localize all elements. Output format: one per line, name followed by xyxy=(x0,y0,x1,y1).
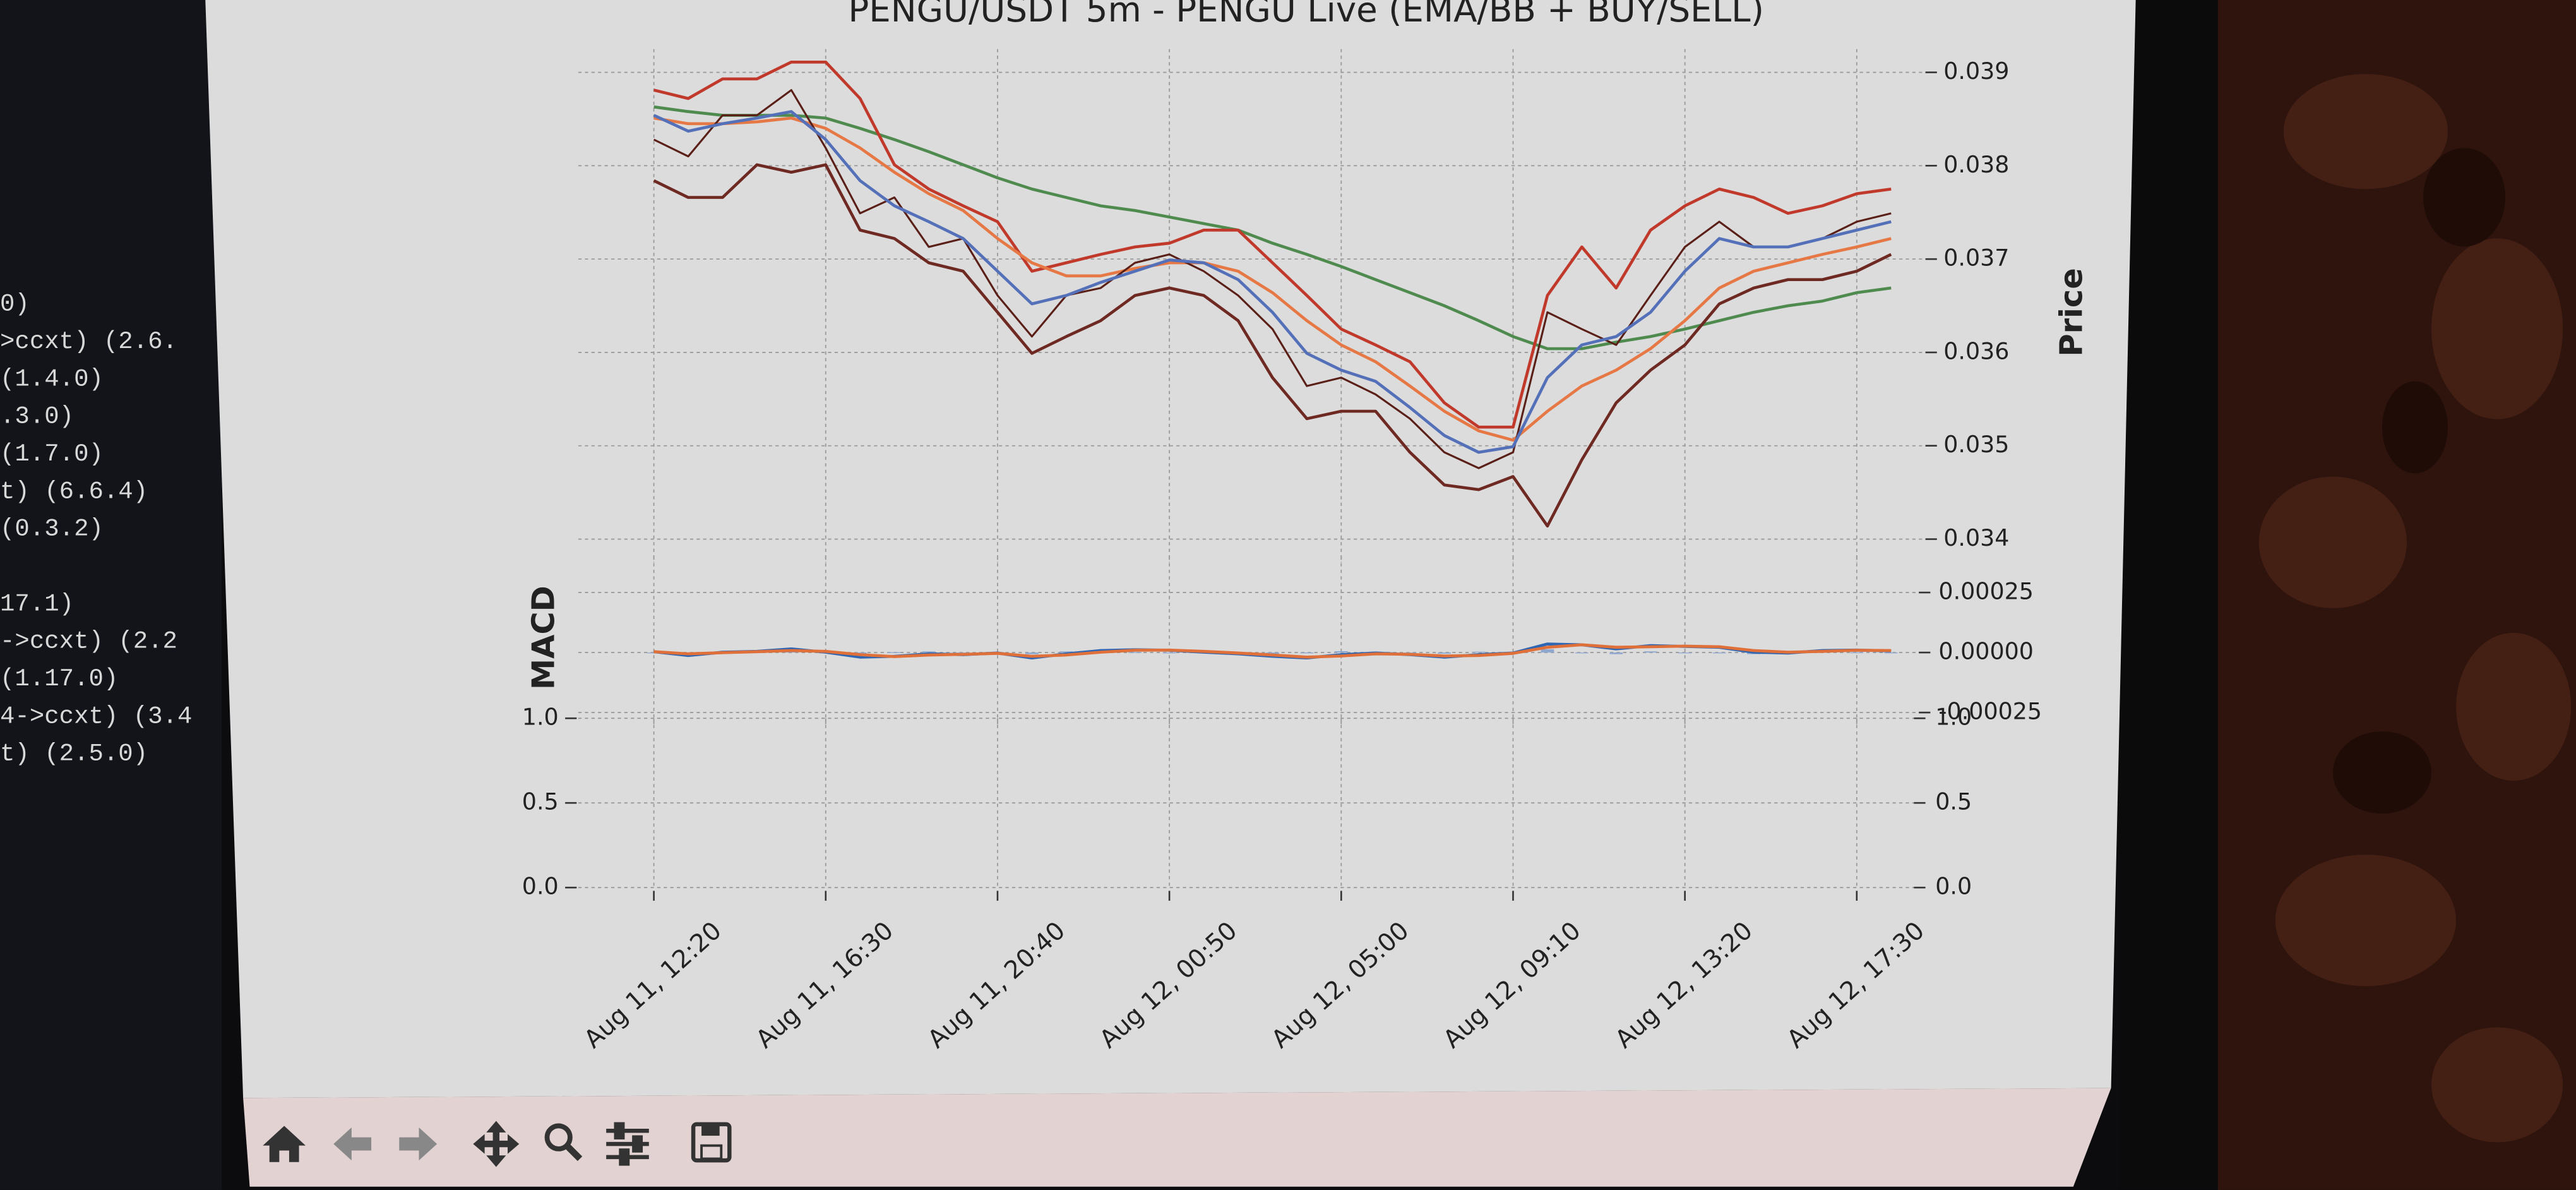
histogram-bar xyxy=(1609,652,1623,654)
y-tick-label: 0.5 xyxy=(522,788,559,815)
panel: -0.00025 0.00000 0.00025 xyxy=(578,556,2042,725)
home-button[interactable] xyxy=(263,1126,306,1162)
back-button[interactable] xyxy=(333,1127,372,1161)
series-line xyxy=(653,110,1892,454)
y-tick-label: 0.037 xyxy=(1943,244,2009,272)
y-tick-label: -0.00025 xyxy=(1938,698,2042,725)
pan-button[interactable] xyxy=(473,1121,520,1167)
y-tick-label: 0.0 xyxy=(522,873,559,900)
histogram-bar xyxy=(1712,652,1726,654)
forward-button[interactable] xyxy=(399,1127,438,1161)
y-tick-label: 1.0 xyxy=(1935,704,1972,731)
series-line xyxy=(653,116,1892,442)
save-button[interactable] xyxy=(691,1122,732,1163)
toolbar xyxy=(243,1088,2111,1187)
y-tick-label: 0.038 xyxy=(1943,151,2009,178)
histogram-bar xyxy=(1334,651,1348,653)
histogram-bar xyxy=(888,652,902,653)
curtain-shadow xyxy=(2332,148,2506,814)
histogram-bar xyxy=(1300,652,1314,654)
y-axis-label: MACD xyxy=(525,586,561,690)
histogram-bar xyxy=(1850,652,1864,654)
histogram-bar xyxy=(1438,652,1452,654)
toolbar-icons xyxy=(263,1121,732,1167)
y-tick-label: 0.039 xyxy=(1943,57,2009,85)
terminal-line: (0.3.2) xyxy=(0,515,104,543)
y-tick-label: 0.035 xyxy=(1943,431,2009,458)
y-tick-label: 0.00025 xyxy=(1938,578,2034,605)
histogram-bar xyxy=(1884,652,1898,654)
y-tick-label: 1.0 xyxy=(522,704,559,731)
series-line xyxy=(653,163,1892,528)
y-tick-label: 0.034 xyxy=(1943,524,2009,551)
y-tick-label: 0.00000 xyxy=(1938,638,2034,665)
series-line xyxy=(653,105,1892,351)
terminal-line: t) (2.5.0) xyxy=(0,740,148,768)
y-tick-label: 0.0 xyxy=(1935,873,1972,900)
y-tick-label: 0.036 xyxy=(1943,337,2009,364)
terminal-line: 4->ccxt) (3.4 xyxy=(0,702,192,730)
histogram-bar xyxy=(1541,649,1554,653)
series-line xyxy=(653,89,1892,469)
histogram-bar xyxy=(1643,651,1657,653)
terminal-line: (1.7.0) xyxy=(0,440,104,468)
chart-title: PENGU/USDT 5m - PENGU Live (EMA/BB + BUY… xyxy=(848,0,1764,30)
histogram-bar xyxy=(1162,652,1176,654)
histogram-bar xyxy=(1059,651,1073,653)
configure-button[interactable] xyxy=(606,1122,649,1166)
terminal-bg xyxy=(0,0,222,1190)
histogram-bar xyxy=(1025,652,1039,654)
terminal-line: (1.4.0) xyxy=(0,365,104,393)
y-axis-label: Price xyxy=(2053,268,2089,356)
curtain xyxy=(2217,0,2576,1190)
histogram-bar xyxy=(1266,652,1279,654)
histogram-bar xyxy=(922,651,936,653)
terminal-line: 0) xyxy=(0,291,30,318)
histogram-bar xyxy=(1678,652,1692,654)
terminal-line: t) (6.6.4) xyxy=(0,478,148,505)
series-line xyxy=(653,643,1892,659)
y-tick-label: 0.5 xyxy=(1935,788,1972,815)
terminal: 0) >ccxt) (2.6. (1.4.0) .3.0) (1.7.0) t) (6.… xyxy=(0,291,192,768)
terminal-line: (1.17.0) xyxy=(0,665,118,693)
zoom-button[interactable] xyxy=(544,1123,583,1162)
histogram-bar xyxy=(1575,652,1589,654)
terminal-line: ->ccxt) (2.2 xyxy=(0,628,177,656)
panel: 0.034 0.035 0.036 0.037 0.038 0.039 xyxy=(578,49,2009,563)
terminal-line: .3.0) xyxy=(0,403,74,431)
terminal-line: >ccxt) (2.6. xyxy=(0,328,177,356)
series-line xyxy=(653,60,1892,429)
chart-window xyxy=(205,0,2136,1098)
curtain-pattern xyxy=(2258,74,2572,1143)
terminal-line: 17.1) xyxy=(0,590,74,618)
